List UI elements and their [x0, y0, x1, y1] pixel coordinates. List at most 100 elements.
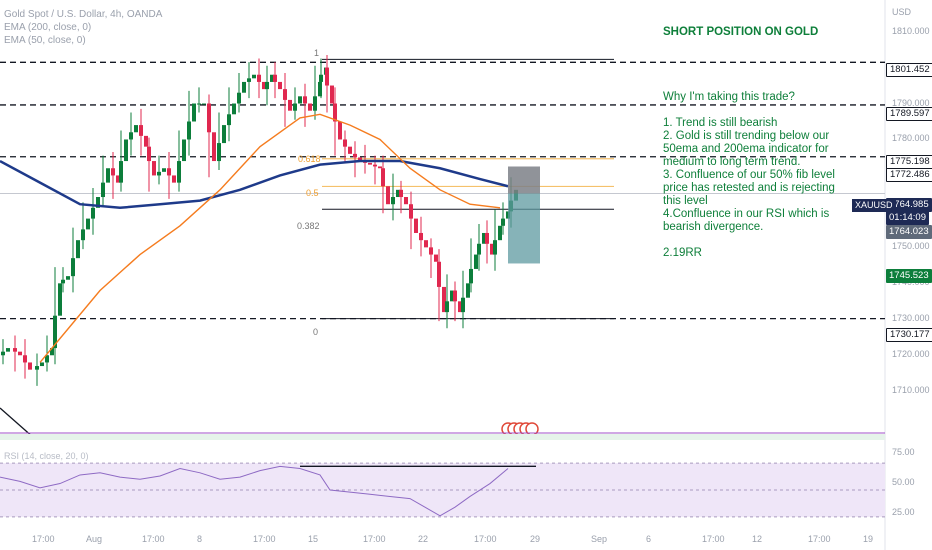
note-rr: 2.19RR — [663, 247, 702, 259]
time-tick: 12 — [752, 534, 763, 544]
candle-body — [192, 103, 196, 122]
candle-body — [313, 96, 317, 111]
price-tick: 1720.000 — [892, 349, 930, 360]
candle-body — [288, 99, 292, 111]
ema200-line — [0, 159, 509, 210]
candle-body — [265, 81, 269, 90]
legend-title: Gold Spot / U.S. Dollar, 4h, OANDA — [4, 9, 163, 20]
candle-body — [490, 243, 494, 255]
candle-body — [461, 297, 465, 313]
candle-body — [434, 254, 438, 262]
price-tag-1745: 1745.523 — [886, 269, 932, 283]
time-tick: 17:00 — [808, 534, 831, 544]
candle-body — [144, 135, 148, 147]
time-tick: 17:00 — [253, 534, 276, 544]
price-tag-1730: 1730.177 — [886, 328, 932, 342]
candle-body — [232, 103, 236, 115]
legend-ema200: EMA (200, close, 0) — [4, 22, 92, 33]
candle-body — [386, 186, 390, 205]
candle-body — [482, 232, 486, 244]
candle-body — [61, 279, 65, 284]
rsi-legend: RSI (14, close, 20, 0) — [4, 451, 89, 461]
note-point-4: 4.Confluence in our RSI which is bearish… — [663, 208, 830, 233]
fib-label-05: 0.5 — [306, 188, 319, 198]
panel-band — [0, 434, 885, 440]
candle-body — [262, 81, 266, 90]
rsi-tick-50: 50.00 — [892, 477, 915, 487]
candle-body — [348, 146, 352, 154]
candle-body — [273, 74, 277, 82]
candle-body — [270, 74, 274, 82]
price-tick: 1810.000 — [892, 25, 930, 36]
candle-body — [338, 121, 342, 140]
take-profit-zone — [508, 193, 540, 264]
time-tick: 17:00 — [32, 534, 55, 544]
candle-body — [257, 74, 261, 82]
note-title: SHORT POSITION ON GOLD — [663, 26, 819, 38]
candle-body — [86, 218, 90, 230]
fib-label-0618: 0.618 — [298, 154, 321, 164]
stop-loss-zone — [508, 166, 540, 194]
candle-body — [116, 175, 120, 183]
legend-ema50: EMA (50, close, 0) — [4, 35, 86, 46]
currency-label: USD — [892, 7, 912, 17]
price-tick: 1780.000 — [892, 133, 930, 144]
candle-body — [76, 240, 80, 259]
fib-label-0382: 0.382 — [297, 221, 320, 231]
candle-body — [318, 81, 322, 97]
candle-body — [429, 247, 433, 255]
note-point-1: 1. Trend is still bearish — [663, 117, 778, 129]
candle-body — [414, 218, 418, 233]
candle-body — [222, 125, 226, 144]
candle-body — [419, 232, 423, 241]
price-tag-countdown: 01:14:09 — [886, 211, 929, 225]
candle-body — [353, 153, 357, 158]
candle-body — [35, 366, 39, 370]
time-tick: 17:00 — [363, 534, 386, 544]
price-tick: 1730.000 — [892, 313, 930, 324]
rsi-band — [0, 463, 885, 517]
candle-body — [437, 261, 441, 287]
candle-body — [381, 168, 385, 187]
candle-body — [445, 301, 449, 313]
candle-body — [106, 168, 110, 183]
candle-body — [139, 125, 143, 136]
time-tick: 19 — [863, 534, 874, 544]
candle-body — [453, 290, 457, 302]
candle-body — [424, 240, 428, 248]
time-tick: 6 — [646, 534, 652, 544]
time-tick: 17:00 — [474, 534, 497, 544]
chart-legend: Gold Spot / U.S. Dollar, 4h, OANDA EMA (… — [4, 8, 162, 47]
candle-body — [278, 81, 282, 90]
candle-body — [333, 103, 337, 122]
candle-body — [330, 85, 334, 104]
candle-body — [13, 348, 17, 352]
candle-body — [450, 290, 454, 302]
candle-body — [485, 232, 489, 244]
candle-body — [466, 283, 470, 298]
price-tick: 1710.000 — [892, 385, 930, 396]
candle-body — [212, 132, 216, 162]
candle-body — [124, 139, 128, 162]
candle-body — [177, 161, 181, 183]
candle-body — [237, 92, 241, 104]
candle-body — [474, 254, 478, 269]
candle-body — [227, 114, 231, 126]
candle-body — [28, 362, 32, 370]
candle-body — [134, 125, 138, 133]
candle-body — [6, 348, 10, 352]
price-tick: 1790.000 — [892, 97, 930, 108]
time-tick: Sep — [591, 534, 608, 544]
candle-body — [409, 204, 413, 219]
candle-body — [40, 362, 44, 367]
candle-body — [399, 189, 403, 198]
candle-body — [202, 103, 206, 105]
price-tag-1764: 1764.023 — [886, 225, 932, 239]
candle-body — [378, 166, 382, 169]
candle-body — [18, 351, 22, 356]
candle-body — [207, 103, 211, 133]
candle-body — [71, 258, 75, 277]
candle-body — [391, 197, 395, 205]
candle-body — [217, 143, 221, 162]
